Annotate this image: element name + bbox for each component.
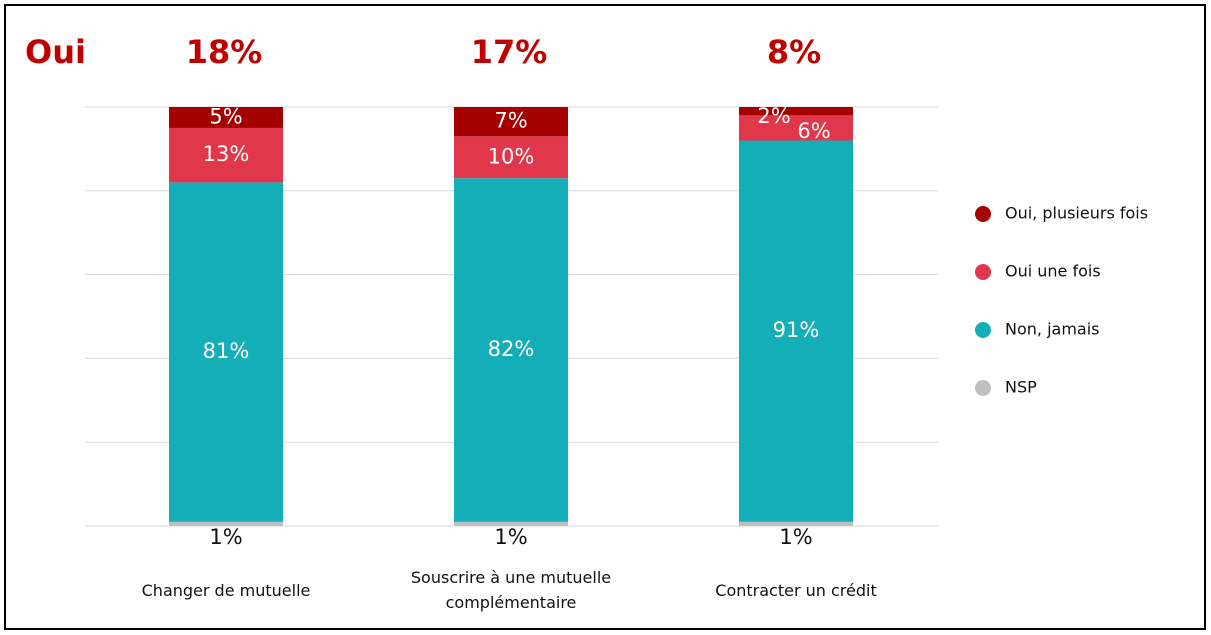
bar-segment	[169, 127, 283, 183]
legend-swatch	[975, 380, 991, 396]
legend-swatch	[975, 206, 991, 222]
bar-segment	[739, 107, 853, 116]
bar-segment	[454, 178, 568, 522]
data-label: 2%	[757, 104, 790, 128]
data-label: 1%	[209, 525, 242, 549]
category-label: Contracter un crédit	[715, 580, 877, 600]
data-label: 1%	[779, 525, 812, 549]
legend-swatch	[975, 264, 991, 280]
legend-label: NSP	[1005, 378, 1037, 397]
bar-segment	[454, 136, 568, 179]
oui-total: 17%	[471, 33, 548, 71]
bar-segment	[454, 521, 568, 526]
data-label: 82%	[488, 337, 535, 361]
bar-segment	[454, 107, 568, 137]
oui-label: Oui	[25, 33, 86, 71]
bar-segment	[739, 521, 853, 526]
bar-segment	[169, 521, 283, 526]
category-label: Changer de mutuelle	[141, 580, 311, 600]
bar-segment	[739, 115, 853, 141]
data-label: 81%	[203, 339, 250, 363]
oui-total: 18%	[186, 33, 263, 71]
legend-swatch	[975, 322, 991, 338]
category-label: Souscrire à une mutuelle complémentaire	[410, 568, 612, 612]
bar-segment	[169, 182, 283, 522]
data-label: 1%	[494, 525, 527, 549]
data-label: 13%	[203, 142, 250, 166]
data-label: 10%	[488, 144, 535, 168]
legend-label: Oui une fois	[1005, 262, 1101, 281]
bar-segment	[739, 140, 853, 522]
frame	[4, 4, 1206, 630]
data-label: 6%	[797, 119, 830, 143]
data-label: 91%	[773, 318, 820, 342]
legend-label: Non, jamais	[1005, 320, 1100, 339]
data-label: 5%	[209, 104, 242, 128]
oui-total: 8%	[767, 33, 821, 71]
data-label: 7%	[494, 109, 527, 133]
bar-segment	[169, 107, 283, 128]
legend-label: Oui, plusieurs fois	[1005, 204, 1148, 223]
